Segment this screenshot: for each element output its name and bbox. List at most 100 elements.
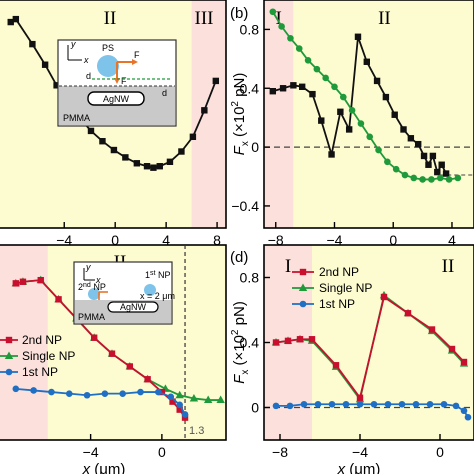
legend-d: 2nd NP Single NP 1st NP xyxy=(292,265,372,311)
agnw-label: AgNW xyxy=(120,302,147,312)
x-tick-label: −4 xyxy=(56,232,72,248)
legend-label: 2nd NP xyxy=(22,333,62,347)
series-d-2nd-np-point xyxy=(356,394,364,401)
d-label: d xyxy=(162,88,167,98)
series-c-1st-np-point xyxy=(83,391,91,399)
y-tick-label: 0.4 xyxy=(240,335,260,351)
series-c-1st-np-point xyxy=(119,390,126,397)
series-b-green-point xyxy=(348,107,356,114)
series-b-green-point xyxy=(445,176,453,183)
panel-label-d: (d) xyxy=(230,249,248,266)
series-d-1st-np-point xyxy=(412,400,420,408)
series-c-1st-np-point xyxy=(181,411,189,418)
series-d-1st-np-point xyxy=(342,400,350,408)
legend-label: Single NP xyxy=(319,281,372,295)
x-axis-letter: x xyxy=(83,55,89,65)
series-c-2nd-np-point xyxy=(176,406,183,413)
series-d-1st-np-point xyxy=(370,400,378,408)
series-c-1st-np-point xyxy=(101,390,109,397)
legend-swatch-marker xyxy=(5,368,13,376)
series-b-black-point xyxy=(290,82,297,89)
y-axis-letter: y xyxy=(85,262,91,272)
series-d-2nd-np-point xyxy=(448,345,456,353)
series-b-green-point xyxy=(401,171,409,179)
series-c-2nd-np-point xyxy=(19,278,27,285)
series-d-2nd-np-point xyxy=(428,326,436,333)
series-d-1st-np-point xyxy=(384,400,392,408)
series-b-green-point xyxy=(428,176,435,183)
x-tick-label: −4 xyxy=(83,444,99,460)
series-d-1st-np-point xyxy=(328,400,336,408)
series-c-2nd-np-point xyxy=(55,296,62,303)
series-c-single-np-point xyxy=(203,395,213,404)
series-c-single-np-point xyxy=(189,393,199,402)
boundary-annotation: 1.3 xyxy=(189,425,204,437)
region-label-ii: II xyxy=(104,8,117,29)
legend-swatch-marker xyxy=(299,268,307,276)
series-b-black-point xyxy=(328,151,335,158)
nanowire-shape xyxy=(107,301,159,313)
pmma-label: PMMA xyxy=(63,113,90,123)
series-b-black-point xyxy=(309,90,316,98)
region-label-i: I xyxy=(285,256,291,277)
force-x-arrowhead xyxy=(132,59,138,65)
series-b-green-point xyxy=(436,174,444,182)
plot-frame xyxy=(0,0,227,229)
series-b-green-point xyxy=(269,8,277,16)
plot-frame xyxy=(263,0,474,229)
series-d-1st-np-point xyxy=(460,407,468,415)
series-b-black-point xyxy=(373,77,381,85)
series-d-2nd-np-point xyxy=(308,336,316,343)
series-d-1st-np-point xyxy=(464,413,472,421)
legend-swatch-marker xyxy=(4,351,14,359)
series-a-point xyxy=(212,77,220,85)
series-c-2nd-np-point xyxy=(12,280,20,287)
legend-swatch-marker xyxy=(299,300,307,308)
series-c-2nd-np-point xyxy=(90,334,98,341)
series-d-1st-np-point xyxy=(314,400,322,408)
region-i-background xyxy=(264,0,294,228)
series-c-2nd-np-point xyxy=(108,350,116,357)
series-d-2nd-np-point xyxy=(296,336,304,343)
series-a-point xyxy=(178,148,185,155)
series-b-black-point xyxy=(354,33,362,40)
y-axis-letter: y xyxy=(70,39,76,49)
series-d-1st-np-line xyxy=(276,403,469,418)
region-label-iii: III xyxy=(195,8,214,29)
series-b-black-point xyxy=(438,161,445,168)
ps-label: PS xyxy=(102,43,114,53)
series-c-single-np-point xyxy=(175,390,184,399)
series-d-2nd-np-point xyxy=(460,358,468,366)
y-tick-label: 0.4 xyxy=(240,80,260,96)
x-tick-label: 0 xyxy=(158,444,166,460)
x-tick-label: −4 xyxy=(352,444,368,460)
x-tick-label: −4 xyxy=(327,232,343,248)
series-a-point xyxy=(143,163,151,170)
legend-c: 2nd NP Single NP 1st NP xyxy=(0,333,75,379)
series-b-green-point xyxy=(375,146,382,154)
series-c-1st-np-point xyxy=(12,385,20,393)
series-c-1st-np-point xyxy=(176,401,183,409)
y-tick-label: 0 xyxy=(251,400,259,416)
series-a-point xyxy=(201,107,208,114)
x-axis-label: x (μm) xyxy=(337,461,381,474)
series-b-black-point xyxy=(337,108,344,115)
series-a-point xyxy=(150,164,157,171)
y-tick-label: 0.8 xyxy=(240,21,260,37)
particle-shape xyxy=(97,55,119,77)
series-b-black-point xyxy=(400,126,407,133)
series-c-2nd-np-point xyxy=(169,398,176,405)
series-a-point xyxy=(156,163,163,170)
series-c-1st-np-point xyxy=(155,388,162,396)
legend-label: Single NP xyxy=(22,349,75,363)
series-b-green-point xyxy=(357,120,365,127)
series-b-black-point xyxy=(434,168,441,176)
region-iii-background xyxy=(191,0,226,228)
series-d-1st-np-point xyxy=(286,402,294,410)
particle-2nd xyxy=(88,288,100,300)
series-b-black-point xyxy=(298,83,306,90)
x-tick-label: 4 xyxy=(162,232,170,248)
